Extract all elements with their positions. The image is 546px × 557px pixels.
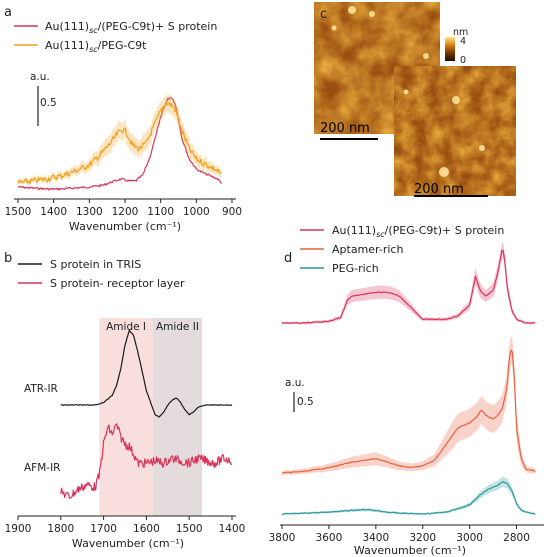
- legend-d-coral: Aptamer-rich: [332, 243, 403, 256]
- panel-d-series: [281, 242, 536, 516]
- x-tick-label-d-3000: 3000: [456, 532, 483, 544]
- x-tick-label-a-900: 900: [222, 206, 242, 218]
- series-band-d-2: [282, 476, 536, 516]
- afm-particle: [331, 25, 337, 31]
- colorbar-gradient: [445, 37, 455, 61]
- panel-d-x-title: Wavenumber (cm⁻¹): [354, 544, 466, 557]
- panel-a-x-ticks: 1500 1400 1300 1200 1100 1000 900: [5, 199, 242, 218]
- band-label-amide-ii: Amide II: [156, 321, 199, 333]
- x-tick-label-d-3200: 3200: [409, 532, 436, 544]
- panel-a-scale-unit: a.u.: [30, 71, 50, 83]
- panel-a-x-title: Wavenumber (cm⁻¹): [69, 220, 181, 233]
- series-band-d-1: [282, 336, 536, 476]
- afm-particle: [348, 6, 356, 14]
- panel-d: d Au(111)sc/(PEG-C9t)+ S protein Aptamer…: [269, 224, 544, 557]
- x-tick-label-d-2800: 2800: [503, 532, 530, 544]
- panel-b-x-ticks: 1900 1800 1700 1600 1500 1400: [5, 516, 246, 535]
- scalebar-2-label: 200 nm: [414, 182, 464, 197]
- legend-a-orange: Au(111)sc/PEG-C9t: [45, 39, 147, 54]
- band-amide-ii: [152, 318, 203, 516]
- panel-a-scale-value: 0.5: [40, 97, 57, 109]
- afm-particle: [439, 167, 449, 177]
- x-tick-label-b-1800: 1800: [47, 523, 74, 535]
- legend-b-black: S protein in TRIS: [50, 258, 141, 271]
- series-line-d-2: [281, 480, 536, 515]
- panel-b-label: b: [4, 251, 12, 266]
- panel-c: c 200 nm 200 nm nm 4 0: [314, 2, 516, 197]
- x-tick-label-a-1200: 1200: [112, 206, 139, 218]
- series-line-b-0: [60, 329, 233, 418]
- x-tick-label-b-1700: 1700: [90, 523, 117, 535]
- panel-d-scale-unit: a.u.: [285, 377, 305, 389]
- colorbar-min: 0: [460, 55, 466, 66]
- x-tick-label-b-1600: 1600: [133, 523, 160, 535]
- band-amide-i: [99, 318, 153, 516]
- panel-a-label: a: [4, 5, 12, 20]
- x-tick-label-a-1100: 1100: [147, 206, 174, 218]
- afm-particle: [452, 96, 460, 104]
- panel-b-bands: Amide I Amide II: [99, 318, 203, 516]
- trace-label-atr: ATR-IR: [24, 383, 58, 395]
- band-label-amide-i: Amide I: [106, 321, 146, 333]
- panel-b: b Amide I Amide II S protein in TRIS S pr…: [4, 251, 245, 550]
- panel-a-legend: Au(111)sc/(PEG-C9t)+ S protein Au(111)sc…: [14, 20, 217, 54]
- panel-b-x-title: Wavenumber (cm⁻¹): [72, 537, 184, 550]
- afm-image-2: [394, 66, 516, 196]
- panel-d-legend: Au(111)sc/(PEG-C9t)+ S protein Aptamer-r…: [300, 224, 504, 275]
- x-tick-label-d-3800: 3800: [269, 532, 296, 544]
- panel-a: a Au(111)sc/(PEG-C9t)+ S protein Au(111)…: [4, 5, 242, 233]
- panel-c-label: c: [320, 7, 327, 22]
- series-line-d-1: [281, 349, 536, 474]
- panel-d-x-ticks: 3800 3600 3400 3200 3000 2800: [269, 525, 530, 544]
- series-band-d-0: [282, 242, 536, 325]
- panel-b-legend: S protein in TRIS S protein- receptor la…: [18, 258, 185, 290]
- x-tick-label-b-1900: 1900: [5, 523, 32, 535]
- series-line-a-0: [17, 96, 222, 191]
- afm-particle: [403, 89, 409, 95]
- colorbar-max: 4: [460, 36, 466, 47]
- colorbar-unit: nm: [453, 27, 468, 38]
- legend-b-red: S protein- receptor layer: [50, 277, 185, 290]
- legend-d-red: Au(111)sc/(PEG-C9t)+ S protein: [332, 224, 504, 239]
- panel-b-series: [60, 329, 233, 499]
- panel-a-series: [17, 93, 222, 191]
- afm-particle: [423, 53, 429, 59]
- x-tick-label-d-3600: 3600: [316, 532, 343, 544]
- series-line-b-1: [60, 423, 233, 499]
- x-tick-label-a-1400: 1400: [40, 206, 67, 218]
- series-line-a-1: [17, 101, 222, 185]
- x-tick-label-a-1500: 1500: [5, 206, 32, 218]
- panel-d-scale-value: 0.5: [297, 396, 314, 408]
- afm-colorbar: nm 4 0: [445, 27, 468, 66]
- x-tick-label-b-1500: 1500: [176, 523, 203, 535]
- x-tick-label-d-3400: 3400: [362, 532, 389, 544]
- x-tick-label-b-1400: 1400: [219, 523, 246, 535]
- x-tick-label-a-1000: 1000: [183, 206, 210, 218]
- afm-particle: [479, 145, 485, 151]
- x-tick-label-a-1300: 1300: [76, 206, 103, 218]
- series-line-d-0: [281, 249, 536, 324]
- afm-particle: [369, 11, 375, 17]
- trace-label-afm: AFM-IR: [24, 462, 60, 474]
- legend-a-red: Au(111)sc/(PEG-C9t)+ S protein: [45, 20, 217, 35]
- legend-d-teal: PEG-rich: [332, 262, 379, 275]
- scalebar-1-label: 200 nm: [320, 121, 370, 136]
- panel-d-label: d: [284, 251, 292, 266]
